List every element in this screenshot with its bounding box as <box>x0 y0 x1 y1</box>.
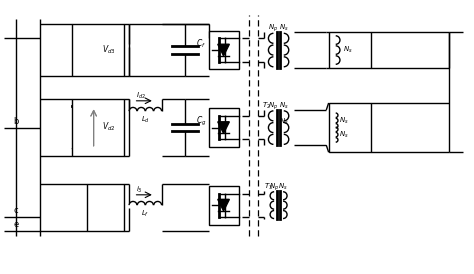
Text: $N_p$: $N_p$ <box>269 181 279 193</box>
Text: b: b <box>14 117 19 126</box>
Bar <box>73 99 124 156</box>
Text: $L_f$: $L_f$ <box>141 209 149 219</box>
Text: $C_f$: $C_f$ <box>196 37 206 50</box>
Polygon shape <box>218 44 229 56</box>
Text: c: c <box>14 206 18 215</box>
Polygon shape <box>218 122 229 133</box>
Text: $T_2$: $T_2$ <box>262 101 271 111</box>
Text: $N_s$: $N_s$ <box>279 117 289 127</box>
Polygon shape <box>72 106 115 149</box>
Bar <box>328 103 371 152</box>
Text: e: e <box>14 220 19 229</box>
Text: $V_{d3}$: $V_{d3}$ <box>102 43 116 56</box>
Text: $N_s$: $N_s$ <box>339 115 349 126</box>
Text: $I_{d2}$: $I_{d2}$ <box>136 91 146 101</box>
Bar <box>87 184 124 231</box>
Text: $N_s$: $N_s$ <box>343 45 352 55</box>
Text: $T_3$: $T_3$ <box>264 182 273 192</box>
Text: $N_s$: $N_s$ <box>278 182 288 192</box>
Bar <box>209 31 239 69</box>
Text: $N_p$: $N_p$ <box>268 100 279 112</box>
Polygon shape <box>218 199 229 211</box>
Text: $N_s$: $N_s$ <box>339 130 349 140</box>
Bar <box>209 108 239 147</box>
Text: $N_s$: $N_s$ <box>279 101 289 111</box>
Text: $L_d$: $L_d$ <box>141 115 150 125</box>
Text: $N_p$: $N_p$ <box>268 23 279 34</box>
Text: $V_{d2}$: $V_{d2}$ <box>102 121 116 133</box>
Bar <box>209 186 239 224</box>
Bar <box>328 32 371 68</box>
Bar <box>73 24 124 76</box>
Polygon shape <box>74 30 113 70</box>
Text: $C_g$: $C_g$ <box>196 115 206 128</box>
Text: $i_3$: $i_3$ <box>136 185 143 195</box>
Text: $N_s$: $N_s$ <box>279 23 289 33</box>
